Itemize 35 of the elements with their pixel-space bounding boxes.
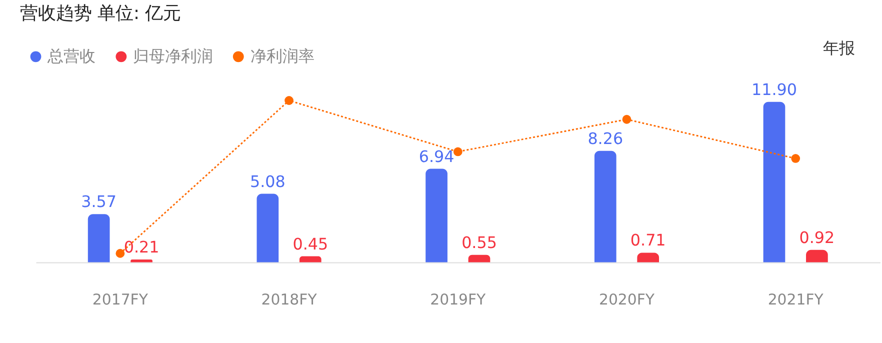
x-tick-label: 2018FY xyxy=(261,290,318,308)
point xyxy=(622,114,632,124)
data-label: 5.08 xyxy=(250,172,286,191)
bar xyxy=(130,259,152,262)
data-label: 8.26 xyxy=(588,128,624,148)
x-tick-label: 2021FY xyxy=(768,290,824,308)
bar xyxy=(468,254,490,262)
data-label: 11.90 xyxy=(752,80,797,99)
legend-label: 净利润率 xyxy=(250,46,314,66)
data-label: 3.57 xyxy=(81,192,117,212)
point xyxy=(116,248,125,258)
x-tick-label: 2019FY xyxy=(430,290,487,308)
bar xyxy=(88,214,110,262)
bar xyxy=(763,102,786,262)
text: 年报 xyxy=(823,38,856,58)
data-label: 0.71 xyxy=(630,230,666,250)
legend-label: 归母净利润 xyxy=(133,46,214,66)
data-label: 0.55 xyxy=(462,232,497,252)
bar xyxy=(299,256,322,262)
bar xyxy=(594,150,616,262)
data-label: 0.92 xyxy=(799,228,835,247)
point xyxy=(284,96,294,105)
chart-title: 营收趋势 单位: 亿元 xyxy=(20,2,182,24)
point xyxy=(453,147,462,156)
bar xyxy=(256,194,279,262)
data-label: 0.45 xyxy=(292,234,328,254)
x-tick-label: 2020FY xyxy=(598,290,656,308)
bar xyxy=(426,168,448,262)
bar xyxy=(806,250,828,262)
x-tick-label: 2017FY xyxy=(92,290,149,308)
data-label: 0.21 xyxy=(124,237,160,256)
data-label: 6.94 xyxy=(418,146,454,166)
point xyxy=(791,154,800,163)
bar xyxy=(637,252,660,262)
legend-label: 总营收 xyxy=(46,46,96,66)
